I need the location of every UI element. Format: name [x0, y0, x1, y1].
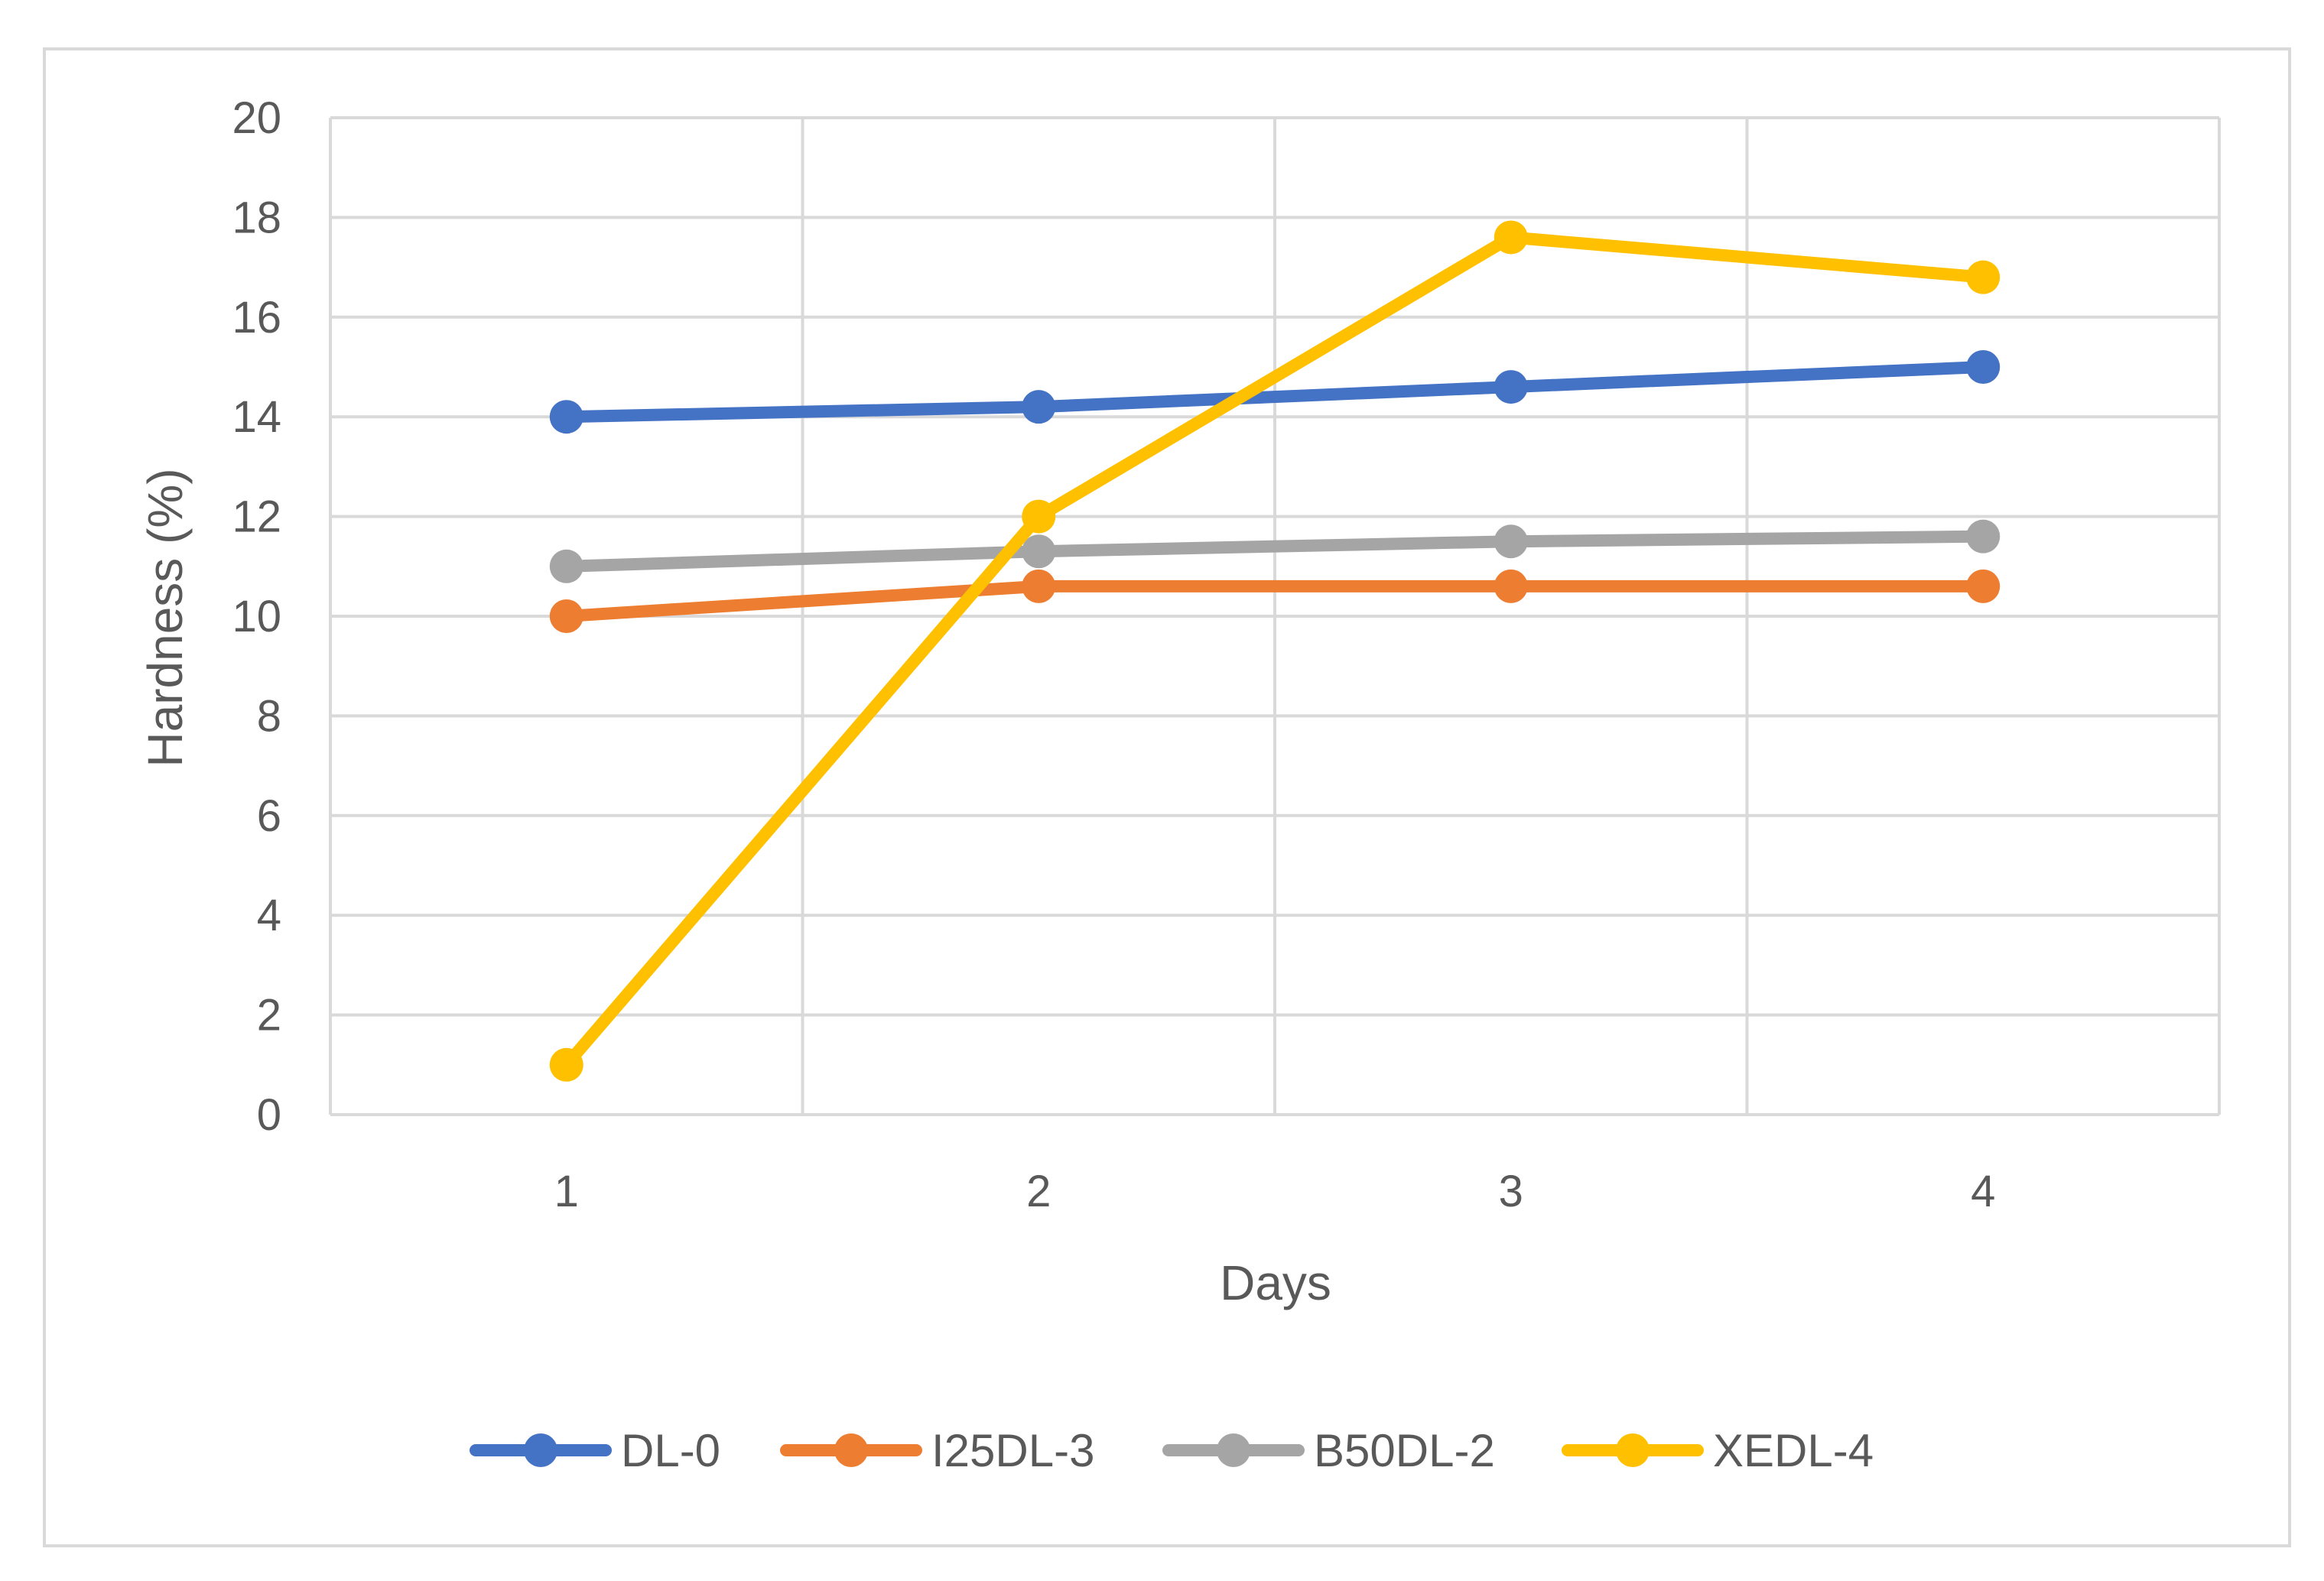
legend-label: DL-0	[621, 1425, 720, 1476]
y-tick-label: 14	[232, 392, 281, 442]
y-tick-label: 4	[257, 891, 281, 940]
data-point	[1966, 260, 2001, 294]
y-tick-label: 0	[257, 1090, 281, 1140]
data-point	[1022, 569, 1056, 603]
x-axis-title: Days	[1220, 1255, 1331, 1310]
data-point	[549, 549, 583, 583]
legend-label: I25DL-3	[931, 1425, 1094, 1476]
data-point	[1022, 534, 1056, 569]
series-lines	[549, 220, 2001, 1082]
legend-item: XEDL-4	[1562, 1425, 1874, 1476]
series-line	[560, 361, 1990, 424]
data-point	[1022, 499, 1056, 534]
legend-swatch-marker	[524, 1433, 557, 1467]
series-line	[560, 231, 1990, 1071]
legend-item: DL-0	[470, 1425, 720, 1476]
y-tick-label: 18	[232, 193, 281, 242]
data-point	[1966, 350, 2001, 384]
y-tick-label: 16	[232, 293, 281, 342]
x-tick-label: 3	[1499, 1167, 1523, 1216]
y-tick-label: 10	[232, 592, 281, 641]
legend: DL-0 I25DL-3 B50DL-2 XEDL-4	[470, 1425, 1874, 1476]
x-tick-label: 2	[1026, 1167, 1051, 1216]
data-point	[549, 400, 583, 434]
legend-swatch-marker	[834, 1433, 868, 1467]
data-point	[1022, 390, 1056, 424]
legend-item: B50DL-2	[1162, 1425, 1495, 1476]
series-line	[560, 530, 1990, 573]
series-b50dl-2	[549, 519, 2001, 583]
y-tick-label: 6	[257, 791, 281, 841]
data-point	[549, 1047, 583, 1082]
data-point	[549, 599, 583, 633]
gridlines	[329, 116, 2221, 1116]
y-tick-label: 20	[232, 93, 281, 143]
legend-swatch-marker	[1217, 1433, 1250, 1467]
data-point	[1966, 519, 2001, 554]
y-tick-label: 8	[257, 691, 281, 741]
legend-item: I25DL-3	[780, 1425, 1094, 1476]
data-point	[1966, 569, 2001, 603]
y-axis-title: Hardness (%)	[138, 468, 193, 767]
y-tick-label: 2	[257, 991, 281, 1040]
y-tick-label: 12	[232, 492, 281, 542]
legend-swatch-marker	[1616, 1433, 1650, 1467]
x-tick-label: 1	[554, 1167, 579, 1216]
data-point	[1494, 569, 1528, 603]
x-tick-label: 4	[1971, 1167, 1995, 1216]
series-dl-0	[549, 350, 2001, 434]
data-point	[1494, 524, 1528, 559]
legend-label: XEDL-4	[1713, 1425, 1874, 1476]
data-point	[1494, 220, 1528, 255]
data-point	[1494, 370, 1528, 404]
series-line	[560, 579, 1990, 622]
chart-frame	[43, 47, 2291, 1547]
series-xedl-4	[549, 220, 2001, 1082]
series-i25dl-3	[549, 569, 2001, 633]
legend-label: B50DL-2	[1314, 1425, 1495, 1476]
